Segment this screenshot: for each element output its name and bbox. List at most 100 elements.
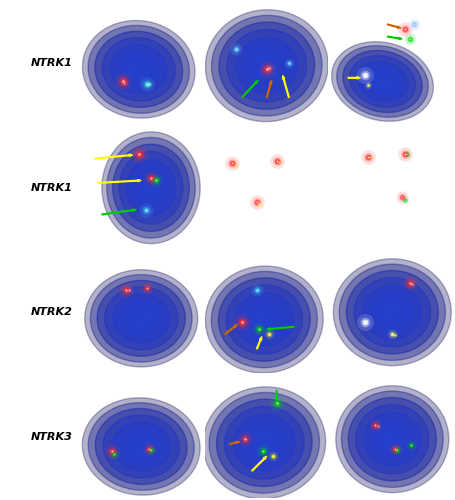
Ellipse shape bbox=[252, 309, 275, 330]
Ellipse shape bbox=[119, 52, 158, 86]
Ellipse shape bbox=[341, 391, 442, 488]
Text: NTRK3: NTRK3 bbox=[31, 432, 73, 442]
Ellipse shape bbox=[106, 138, 195, 238]
Ellipse shape bbox=[141, 176, 161, 199]
FancyArrow shape bbox=[251, 456, 266, 471]
Ellipse shape bbox=[353, 278, 430, 347]
Ellipse shape bbox=[335, 386, 448, 492]
Ellipse shape bbox=[120, 430, 162, 464]
Ellipse shape bbox=[224, 406, 303, 479]
Ellipse shape bbox=[380, 428, 403, 450]
Ellipse shape bbox=[356, 62, 407, 102]
Ellipse shape bbox=[345, 270, 437, 354]
Ellipse shape bbox=[363, 412, 420, 466]
Ellipse shape bbox=[82, 398, 200, 495]
FancyArrow shape bbox=[275, 390, 277, 400]
Ellipse shape bbox=[130, 308, 152, 328]
Ellipse shape bbox=[127, 60, 150, 79]
Ellipse shape bbox=[364, 68, 399, 96]
Ellipse shape bbox=[126, 160, 175, 216]
FancyArrow shape bbox=[347, 76, 359, 79]
Ellipse shape bbox=[102, 38, 175, 101]
Ellipse shape bbox=[342, 50, 421, 112]
FancyArrow shape bbox=[266, 80, 271, 98]
Ellipse shape bbox=[226, 285, 302, 354]
Ellipse shape bbox=[227, 30, 306, 102]
Ellipse shape bbox=[362, 286, 421, 339]
Ellipse shape bbox=[202, 387, 325, 499]
Ellipse shape bbox=[121, 302, 161, 336]
Text: L: L bbox=[338, 382, 344, 392]
Ellipse shape bbox=[349, 56, 415, 108]
FancyArrow shape bbox=[386, 36, 401, 40]
Ellipse shape bbox=[111, 422, 170, 471]
Text: K: K bbox=[212, 382, 220, 392]
Ellipse shape bbox=[216, 399, 311, 486]
Text: D: D bbox=[87, 133, 96, 143]
Ellipse shape bbox=[205, 10, 328, 122]
Ellipse shape bbox=[211, 272, 317, 368]
Ellipse shape bbox=[372, 420, 411, 458]
Ellipse shape bbox=[218, 22, 314, 110]
FancyArrow shape bbox=[386, 24, 400, 28]
Ellipse shape bbox=[233, 415, 294, 471]
Ellipse shape bbox=[371, 74, 392, 90]
Ellipse shape bbox=[379, 302, 403, 323]
Ellipse shape bbox=[355, 404, 428, 474]
Ellipse shape bbox=[245, 46, 288, 86]
Ellipse shape bbox=[95, 408, 187, 484]
Text: B: B bbox=[212, 8, 220, 18]
Ellipse shape bbox=[82, 20, 195, 118]
Ellipse shape bbox=[95, 31, 182, 108]
Ellipse shape bbox=[134, 168, 168, 207]
Ellipse shape bbox=[331, 42, 432, 121]
Text: I: I bbox=[338, 258, 341, 268]
Ellipse shape bbox=[236, 38, 297, 94]
Text: E: E bbox=[212, 133, 219, 143]
Ellipse shape bbox=[103, 415, 179, 478]
Ellipse shape bbox=[371, 294, 412, 331]
Text: NTRK1: NTRK1 bbox=[31, 58, 73, 68]
FancyArrow shape bbox=[266, 326, 293, 330]
FancyArrow shape bbox=[229, 442, 239, 444]
FancyArrow shape bbox=[256, 336, 261, 349]
Ellipse shape bbox=[348, 398, 435, 481]
Ellipse shape bbox=[339, 264, 445, 360]
Ellipse shape bbox=[333, 259, 450, 366]
FancyArrow shape bbox=[98, 180, 141, 184]
Ellipse shape bbox=[88, 26, 189, 114]
Ellipse shape bbox=[209, 392, 319, 493]
Ellipse shape bbox=[205, 266, 323, 373]
Ellipse shape bbox=[211, 16, 321, 116]
Ellipse shape bbox=[119, 152, 182, 224]
Text: A: A bbox=[87, 8, 95, 18]
Ellipse shape bbox=[101, 132, 200, 244]
Ellipse shape bbox=[243, 301, 284, 339]
Text: G: G bbox=[87, 258, 96, 268]
Ellipse shape bbox=[88, 402, 194, 490]
FancyArrow shape bbox=[282, 76, 288, 98]
Ellipse shape bbox=[113, 294, 169, 343]
Text: J: J bbox=[87, 382, 91, 392]
Ellipse shape bbox=[104, 286, 177, 350]
Ellipse shape bbox=[111, 45, 167, 94]
Text: F: F bbox=[338, 133, 344, 143]
Ellipse shape bbox=[218, 278, 309, 361]
Text: C: C bbox=[338, 8, 345, 18]
Ellipse shape bbox=[85, 270, 197, 367]
FancyArrow shape bbox=[224, 324, 237, 334]
Ellipse shape bbox=[243, 423, 285, 463]
FancyArrow shape bbox=[94, 154, 132, 159]
Ellipse shape bbox=[252, 432, 276, 454]
Text: NTRK2: NTRK2 bbox=[31, 307, 73, 317]
Text: H: H bbox=[212, 258, 221, 268]
Ellipse shape bbox=[112, 144, 189, 232]
Ellipse shape bbox=[90, 274, 192, 362]
Ellipse shape bbox=[254, 54, 278, 77]
Text: NTRK1: NTRK1 bbox=[31, 182, 73, 192]
Ellipse shape bbox=[97, 280, 185, 356]
Ellipse shape bbox=[129, 436, 152, 456]
Ellipse shape bbox=[336, 46, 427, 118]
FancyArrow shape bbox=[242, 80, 258, 98]
Ellipse shape bbox=[234, 293, 293, 346]
